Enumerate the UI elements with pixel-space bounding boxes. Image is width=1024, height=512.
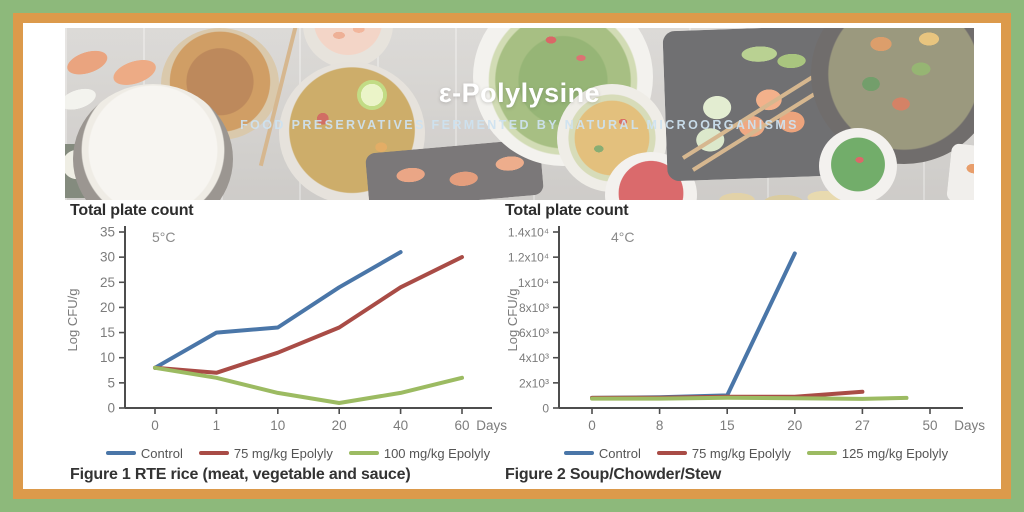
figure-caption: Figure 2 Soup/Chowder/Stew bbox=[505, 466, 722, 483]
line-chart: 0 5 10 15 20 25 30 35 0 1 10 20 40 60 Days 5°C Log CFU/g bbox=[65, 225, 507, 434]
legend-label: 100 mg/kg Epolyly bbox=[383, 445, 491, 461]
inner-orange-border: ε-Polylysine FOOD PRESERVATIVES FERMENTE… bbox=[13, 13, 1011, 499]
temperature-annotation: 4°C bbox=[611, 229, 635, 245]
y-tick-label: 15 bbox=[100, 325, 115, 340]
x-tick-label: 20 bbox=[787, 418, 802, 433]
ginger-photo bbox=[701, 184, 851, 200]
x-tick-label: 1 bbox=[213, 418, 221, 433]
banner-photo: ε-Polylysine FOOD PRESERVATIVES FERMENTE… bbox=[65, 28, 974, 200]
y-tick-label: 1x10⁴ bbox=[518, 276, 549, 290]
legend-item: 125 mg/kg Epolyly bbox=[806, 445, 949, 461]
y-axis-label: Log CFU/g bbox=[505, 289, 520, 352]
x-tick-label: 50 bbox=[922, 418, 937, 433]
x-tick-label: 0 bbox=[588, 418, 596, 433]
y-tick-label: 6x10³ bbox=[519, 326, 549, 340]
charts-row: Total plate count 0 5 10 15 20 25 30 35 0 1 10 20 40… bbox=[23, 202, 1001, 484]
banner-text: ε-Polylysine FOOD PRESERVATIVES FERMENTE… bbox=[65, 28, 974, 200]
y-tick-label: 1.2x10⁴ bbox=[508, 251, 549, 265]
temperature-annotation: 5°C bbox=[152, 229, 176, 245]
legend-label: 75 mg/kg Epolyly bbox=[233, 445, 333, 461]
legend-swatch bbox=[105, 451, 136, 455]
y-axis-label: Log CFU/g bbox=[65, 289, 80, 352]
chart-figure-2: Total plate count 0 2x10³ 4x10³ 6x10³ 8x10³ 1… bbox=[499, 202, 985, 484]
chart-legend: Control 75 mg/kg Epolyly 100 mg/kg Epoly… bbox=[47, 443, 499, 463]
series-line-75-mg-kg-epolyly bbox=[153, 255, 464, 375]
legend-swatch bbox=[198, 451, 229, 455]
figure-caption: Figure 1 RTE rice (meat, vegetable and s… bbox=[70, 466, 411, 483]
y-tick-label: 0 bbox=[542, 402, 549, 416]
legend-item: 100 mg/kg Epolyly bbox=[348, 445, 491, 461]
legend-swatch bbox=[348, 451, 379, 455]
legend-item: 75 mg/kg Epolyly bbox=[656, 445, 791, 461]
legend-swatch bbox=[656, 451, 687, 455]
y-tick-label: 10 bbox=[100, 350, 115, 365]
page-content: ε-Polylysine FOOD PRESERVATIVES FERMENTE… bbox=[23, 23, 1001, 489]
y-tick-label: 20 bbox=[100, 300, 115, 315]
chart-title: Total plate count bbox=[70, 202, 194, 219]
lime-photo bbox=[357, 80, 387, 110]
series-line-100-mg-kg-epolyly bbox=[153, 365, 464, 405]
legend-swatch bbox=[563, 451, 594, 455]
x-tick-label: 20 bbox=[332, 418, 347, 433]
x-tick-label: 10 bbox=[270, 418, 285, 433]
y-tick-label: 25 bbox=[100, 275, 115, 290]
x-tick-label: 27 bbox=[855, 418, 870, 433]
y-tick-label: 4x10³ bbox=[519, 351, 549, 365]
legend-swatch bbox=[806, 451, 837, 455]
x-tick-label: 8 bbox=[656, 418, 664, 433]
chart-title: Total plate count bbox=[505, 202, 629, 219]
banner-subtitle: FOOD PRESERVATIVES FERMENTED BY NATURAL … bbox=[240, 118, 799, 132]
legend-label: 75 mg/kg Epolyly bbox=[691, 445, 791, 461]
x-unit-label: Days bbox=[954, 418, 985, 433]
y-tick-label: 2x10³ bbox=[519, 376, 549, 390]
series-line-control bbox=[590, 251, 797, 400]
chart-legend: Control 75 mg/kg Epolyly 125 mg/kg Epoly… bbox=[499, 443, 977, 463]
legend-item: Control bbox=[563, 445, 641, 461]
y-tick-label: 0 bbox=[107, 401, 115, 416]
rice-bowl-photo bbox=[73, 84, 233, 200]
x-tick-label: 40 bbox=[393, 418, 408, 433]
x-tick-label: 0 bbox=[151, 418, 159, 433]
y-tick-label: 30 bbox=[100, 250, 115, 265]
y-tick-label: 1.4x10⁴ bbox=[508, 226, 549, 240]
legend-label: Control bbox=[598, 445, 641, 461]
legend-item: 75 mg/kg Epolyly bbox=[198, 445, 333, 461]
line-chart: 0 2x10³ 4x10³ 6x10³ 8x10³ 1x10⁴ 1.2x10⁴ 1.4x10⁴… bbox=[505, 226, 985, 434]
legend-label: Control bbox=[140, 445, 183, 461]
legend-label: 125 mg/kg Epolyly bbox=[841, 445, 949, 461]
x-tick-label: 15 bbox=[720, 418, 735, 433]
y-tick-label: 5 bbox=[107, 375, 115, 390]
series-line-control bbox=[153, 250, 403, 370]
y-tick-label: 35 bbox=[100, 225, 115, 240]
chart-figure-1: Total plate count 0 5 10 15 20 25 30 35 0 1 10 20 40… bbox=[47, 202, 507, 484]
banner-haze-overlay bbox=[65, 28, 974, 200]
x-tick-label: 60 bbox=[454, 418, 469, 433]
y-tick-label: 8x10³ bbox=[519, 301, 549, 315]
legend-item: Control bbox=[105, 445, 183, 461]
x-unit-label: Days bbox=[476, 418, 507, 433]
series-line-125-mg-kg-epolyly bbox=[590, 395, 909, 401]
banner-title: ε-Polylysine bbox=[438, 78, 601, 108]
seaweed-bowl-photo bbox=[819, 128, 897, 200]
